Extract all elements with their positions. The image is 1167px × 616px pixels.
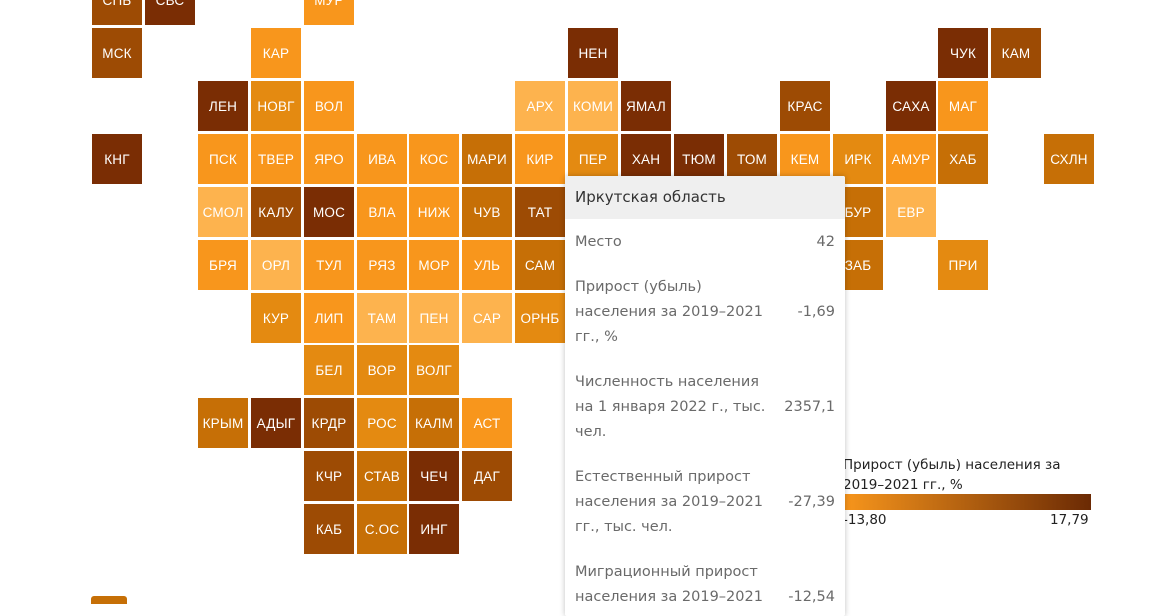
region-tile[interactable]: МАГ [938, 81, 988, 131]
region-tile[interactable]: КОС [409, 134, 459, 184]
region-tile[interactable]: ЧЕЧ [409, 451, 459, 501]
region-tile[interactable]: ЛИП [304, 293, 354, 343]
region-tile[interactable]: КРДР [304, 398, 354, 448]
region-tile[interactable]: С.ОС [357, 504, 407, 554]
tooltip-value: -1,69 [797, 304, 835, 320]
tooltip-value: 2357,1 [784, 399, 835, 415]
region-tile[interactable]: ЕВР [886, 187, 936, 237]
legend-min-value: -13,80 [843, 512, 887, 528]
legend-title: Прирост (убыль) населения за 2019–2021 г… [843, 457, 1061, 493]
region-tile[interactable]: ПЕР [568, 134, 618, 184]
region-tile[interactable]: КИР [515, 134, 565, 184]
tooltip-label: Естественный прирост населения за 2019–2… [575, 469, 763, 535]
region-tile[interactable]: ХАН [621, 134, 671, 184]
region-tile[interactable]: КАЛМ [409, 398, 459, 448]
region-tile[interactable]: КОМИ [568, 81, 618, 131]
region-tile[interactable]: КАБ [304, 504, 354, 554]
region-tile[interactable]: ТАМ [357, 293, 407, 343]
region-tile[interactable]: НИЖ [409, 187, 459, 237]
region-tile[interactable]: УЛЬ [462, 240, 512, 290]
region-tile[interactable]: ВОР [357, 345, 407, 395]
region-tile[interactable]: КРЫМ [198, 398, 248, 448]
partial-control[interactable] [91, 596, 127, 604]
region-tile[interactable]: МОР [409, 240, 459, 290]
region-tile[interactable]: СХЛН [1044, 134, 1094, 184]
region-tile[interactable]: САР [462, 293, 512, 343]
region-tile[interactable]: КАМ [991, 28, 1041, 78]
region-tile[interactable]: ДАГ [462, 451, 512, 501]
region-tile[interactable]: ЧУК [938, 28, 988, 78]
region-tile[interactable]: ИВА [357, 134, 407, 184]
region-tile[interactable]: ПСК [198, 134, 248, 184]
tooltip-value: 42 [816, 234, 835, 250]
region-tile[interactable]: МАРИ [462, 134, 512, 184]
region-tile[interactable]: СТАВ [357, 451, 407, 501]
region-tooltip: Иркутская область Место 42 Прирост (убыл… [565, 176, 845, 616]
region-tile[interactable]: КРАС [780, 81, 830, 131]
region-tile[interactable]: ТАТ [515, 187, 565, 237]
region-tile[interactable]: ВЛА [357, 187, 407, 237]
tooltip-value: -12,54 [788, 589, 835, 605]
region-tile[interactable]: ЧУВ [462, 187, 512, 237]
region-tile[interactable]: КНГ [92, 134, 142, 184]
region-tile[interactable]: РЯЗ [357, 240, 407, 290]
region-tile[interactable]: САМ [515, 240, 565, 290]
tooltip-title: Иркутская область [565, 176, 845, 219]
region-tile[interactable]: АСТ [462, 398, 512, 448]
region-tile[interactable]: ХАБ [938, 134, 988, 184]
region-tile[interactable]: АМУР [886, 134, 936, 184]
tile-grid-map: СПБ СВС МУР МСК КАР НЕН ЧУК КАМ ЛЕН НОВГ ВОЛ АРХ КОМ… [92, 0, 1094, 554]
region-tile[interactable]: КУР [251, 293, 301, 343]
tooltip-label: Миграционный прирост населения за 2019–2… [575, 564, 763, 605]
region-tile[interactable]: БЕЛ [304, 345, 354, 395]
region-tile[interactable]: СВС [145, 0, 195, 25]
region-tile[interactable]: КАЛУ [251, 187, 301, 237]
legend-color-scale [843, 494, 1091, 510]
region-tile[interactable]: НЕН [568, 28, 618, 78]
region-tile[interactable]: ПРИ [938, 240, 988, 290]
region-tile[interactable]: КАР [251, 28, 301, 78]
region-tile[interactable]: КЕМ [780, 134, 830, 184]
region-tile[interactable]: ПЕН [409, 293, 459, 343]
region-tile[interactable]: РОС [357, 398, 407, 448]
region-tile[interactable]: ИНГ [409, 504, 459, 554]
tooltip-value: -27,39 [788, 494, 835, 510]
region-tile[interactable]: СМОЛ [198, 187, 248, 237]
region-tile[interactable]: ИРК [833, 134, 883, 184]
region-tile[interactable]: ЯРО [304, 134, 354, 184]
tooltip-label: Численность населения на 1 января 2022 г… [575, 374, 766, 440]
region-tile[interactable]: МСК [92, 28, 142, 78]
region-tile[interactable]: МУР [304, 0, 354, 25]
region-tile[interactable]: ВОЛГ [409, 345, 459, 395]
region-tile[interactable]: ЛЕН [198, 81, 248, 131]
region-tile[interactable]: МОС [304, 187, 354, 237]
region-tile[interactable]: ЯМАЛ [621, 81, 671, 131]
region-tile[interactable]: СПБ [92, 0, 142, 25]
region-tile[interactable]: ТВЕР [251, 134, 301, 184]
region-tile[interactable]: ВОЛ [304, 81, 354, 131]
region-tile[interactable]: КЧР [304, 451, 354, 501]
region-tile[interactable]: АРХ [515, 81, 565, 131]
region-tile[interactable]: АДЫГ [251, 398, 301, 448]
region-tile[interactable]: ТЮМ [674, 134, 724, 184]
region-tile[interactable]: ОРНБ [515, 293, 565, 343]
region-tile[interactable]: НОВГ [251, 81, 301, 131]
region-tile[interactable]: БРЯ [198, 240, 248, 290]
region-tile[interactable]: ОРЛ [251, 240, 301, 290]
region-tile[interactable]: САХА [886, 81, 936, 131]
tooltip-label: Место [575, 234, 622, 250]
region-tile[interactable]: ТУЛ [304, 240, 354, 290]
legend-max-value: 17,79 [1050, 512, 1089, 528]
tooltip-label: Прирост (убыль) населения за 2019–2021 г… [575, 279, 763, 345]
region-tile[interactable]: ТОМ [727, 134, 777, 184]
